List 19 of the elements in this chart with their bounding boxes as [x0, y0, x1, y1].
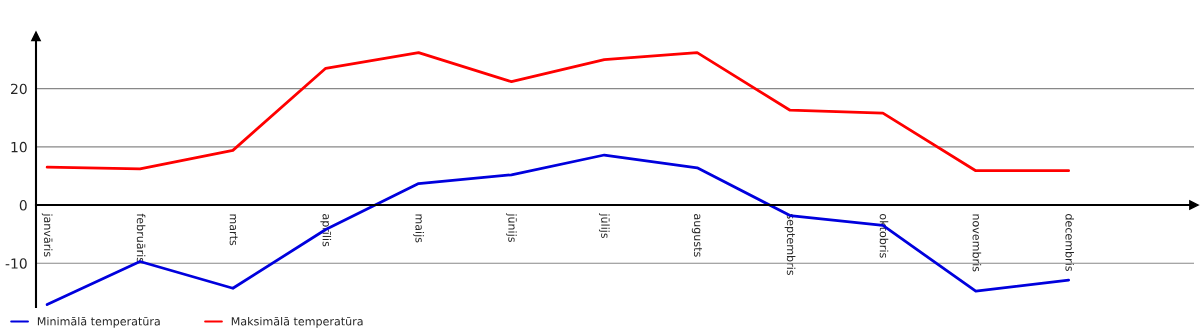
x-tick-label: aprīlis	[320, 214, 332, 247]
x-tick-label: marts	[229, 214, 238, 246]
x-tick-label: augusts	[691, 214, 702, 257]
line-series	[45, 51, 1071, 173]
x-tick-label: janvāris	[41, 213, 53, 257]
x-tick-label: jūnijs	[506, 213, 517, 242]
y-tick-label: 0	[19, 200, 27, 211]
x-tick-label: novembris	[972, 214, 982, 272]
x-tick-label: februāris	[136, 213, 146, 263]
y-tick-label: 10	[11, 141, 27, 153]
x-tick-label: septembris	[784, 214, 796, 276]
x-tick-label: maijs	[413, 214, 424, 243]
y-tick-label: -10	[5, 258, 27, 269]
x-tick-label: oktobris	[879, 214, 889, 258]
legend-label: Minimālā temperatūra	[37, 316, 160, 328]
x-tick-label: jūlijs	[598, 213, 610, 239]
x-tick-label: decembris	[1065, 214, 1075, 272]
y-tick-label: 20	[11, 83, 27, 95]
legend-label: Maksimālā temperatūra	[231, 316, 363, 328]
